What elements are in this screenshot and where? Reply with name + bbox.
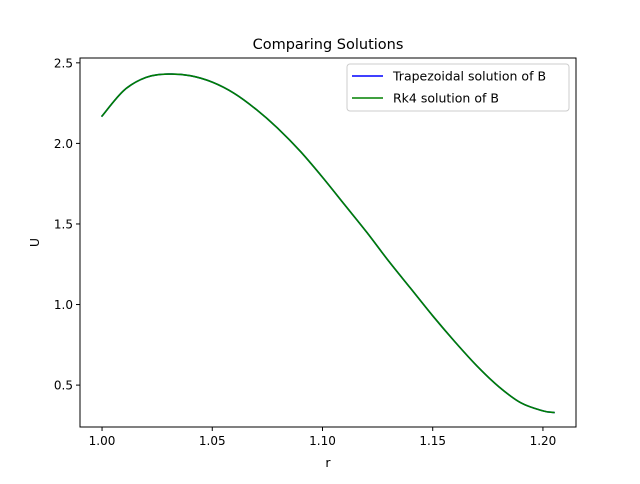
x-axis-label: r xyxy=(325,455,331,470)
x-tick-label: 1.00 xyxy=(89,434,116,448)
x-axis-ticks: 1.00 1.05 1.10 1.15 1.20 xyxy=(89,427,557,448)
x-tick-label: 1.20 xyxy=(530,434,557,448)
y-tick-label: 0.5 xyxy=(54,379,73,393)
series-line-rk4 xyxy=(100,73,555,414)
y-tick-label: 1.0 xyxy=(54,298,73,312)
legend-label-rk4: Rk4 solution of B xyxy=(393,91,499,106)
legend: Trapezoidal solution of B Rk4 solution o… xyxy=(346,63,570,112)
plot-area: 1.00 1.05 1.10 1.15 1.20 0.5 1.0 1.5 2.0 2.5 xyxy=(54,56,577,448)
y-axis-ticks: 0.5 1.0 1.5 2.0 2.5 xyxy=(54,56,80,393)
series-layer xyxy=(100,73,555,414)
x-tick-label: 1.15 xyxy=(419,434,446,448)
x-tick-label: 1.05 xyxy=(199,434,226,448)
axes-frame xyxy=(79,57,577,428)
legend-box xyxy=(346,63,570,112)
chart-title: Comparing Solutions xyxy=(253,37,404,53)
y-axis-label: U xyxy=(27,238,42,247)
y-tick-label: 2.0 xyxy=(54,137,73,151)
legend-label-trapezoidal: Trapezoidal solution of B xyxy=(392,69,546,84)
y-tick-label: 1.5 xyxy=(54,217,73,231)
x-tick-label: 1.10 xyxy=(309,434,336,448)
y-tick-label: 2.5 xyxy=(54,56,73,70)
